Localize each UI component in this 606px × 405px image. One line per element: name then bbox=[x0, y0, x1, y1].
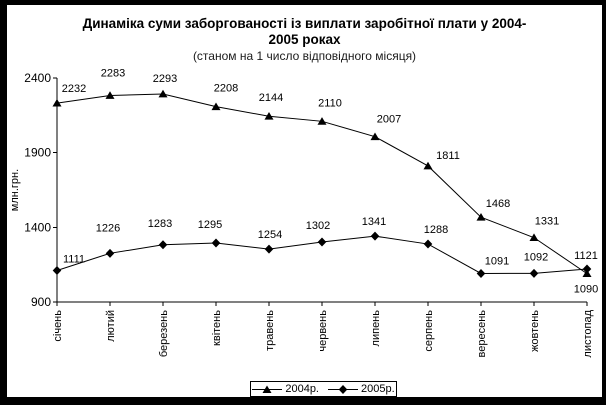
data-point-marker-triangle bbox=[211, 102, 221, 111]
data-point-marker-diamond bbox=[264, 244, 274, 254]
data-point-label: 1283 bbox=[148, 218, 172, 230]
data-point-marker-triangle bbox=[423, 161, 433, 170]
x-tick-label: вересень bbox=[476, 310, 488, 358]
x-tick-label: травень bbox=[264, 310, 276, 351]
data-point-label: 1302 bbox=[306, 220, 330, 232]
data-point-marker-triangle bbox=[264, 112, 274, 120]
legend-item-2004: 2004р. bbox=[252, 382, 319, 395]
x-tick-label: квітень bbox=[211, 310, 223, 346]
legend-item-2005: 2005р. bbox=[328, 382, 395, 395]
data-point-label: 1331 bbox=[535, 216, 559, 228]
data-point-label: 1092 bbox=[524, 251, 548, 263]
data-point-marker-diamond bbox=[582, 264, 592, 274]
y-tick-label: 2400 bbox=[24, 71, 51, 85]
chart-title: Динаміка суми заборгованості із виплати … bbox=[7, 16, 602, 48]
data-point-marker-diamond bbox=[105, 248, 115, 258]
chart-canvas: 2400 1900 1400 900 млн.грн. січень лютий березе… bbox=[9, 67, 598, 358]
legend-label-2004: 2004р. bbox=[285, 382, 319, 395]
y-tick-label: 1400 bbox=[24, 220, 51, 234]
triangle-marker-icon bbox=[252, 385, 283, 393]
data-point-label: 1111 bbox=[63, 253, 85, 265]
data-point-label: 1295 bbox=[198, 219, 222, 231]
y-tick-label: 900 bbox=[31, 295, 51, 309]
data-point-label: 2110 bbox=[318, 97, 342, 109]
x-tick-label: листопад bbox=[582, 309, 594, 357]
diamond-marker-icon bbox=[328, 384, 358, 394]
data-point-marker-diamond bbox=[317, 237, 327, 247]
x-tick-label: березень bbox=[158, 310, 170, 357]
chart-subtitle: (станом на 1 число відповідного місяця) bbox=[192, 49, 417, 63]
y-axis-title: млн.грн. bbox=[9, 169, 21, 211]
data-point-marker-diamond bbox=[423, 239, 433, 249]
chart-title-line1: Динаміка суми заборгованості із виплати … bbox=[82, 16, 527, 31]
chart-title-line2: 2005 роках bbox=[268, 32, 341, 47]
data-point-marker-diamond bbox=[476, 268, 486, 278]
x-tick-label: жовтень bbox=[529, 310, 541, 352]
y-tick-label: 1900 bbox=[24, 146, 51, 160]
data-point-marker-triangle bbox=[317, 117, 327, 125]
data-point-label: 1121 bbox=[574, 250, 598, 262]
data-point-label: 2144 bbox=[259, 92, 283, 104]
data-point-marker-triangle bbox=[529, 233, 539, 242]
x-tick-label: червень bbox=[317, 310, 329, 352]
axis-line bbox=[56, 78, 587, 303]
data-point-marker-triangle bbox=[105, 91, 115, 99]
data-point-label: 2283 bbox=[101, 67, 125, 79]
data-point-marker-triangle bbox=[158, 89, 168, 98]
x-tick-label: серпень bbox=[423, 310, 435, 352]
data-point-label: 1288 bbox=[424, 224, 448, 236]
data-point-marker-triangle bbox=[476, 212, 486, 221]
data-point-marker-diamond bbox=[211, 238, 221, 248]
data-point-marker-diamond bbox=[370, 231, 380, 241]
data-point-label: 1341 bbox=[362, 216, 386, 228]
data-point-label: 2208 bbox=[214, 83, 238, 95]
legend-label-2005: 2005р. bbox=[361, 382, 395, 395]
x-tick-label: січень bbox=[52, 310, 64, 342]
data-point-label: 2293 bbox=[153, 73, 177, 85]
data-point-marker-diamond bbox=[529, 268, 539, 278]
x-tick-label: лютий bbox=[105, 310, 117, 342]
data-point-marker-triangle bbox=[52, 98, 62, 107]
data-point-label: 1468 bbox=[486, 198, 510, 210]
data-point-marker-diamond bbox=[52, 265, 62, 275]
data-point-marker-diamond bbox=[158, 240, 168, 250]
data-point-marker-triangle bbox=[370, 132, 380, 141]
chart-title-block: Динаміка суми заборгованості із виплати … bbox=[7, 16, 602, 64]
data-point-label: 1090 bbox=[574, 284, 598, 296]
data-point-label: 1811 bbox=[436, 150, 460, 162]
data-point-label: 1226 bbox=[96, 222, 120, 234]
data-point-label: 1091 bbox=[485, 255, 509, 267]
data-point-label: 2232 bbox=[62, 83, 86, 95]
x-tick-label: липень bbox=[370, 310, 382, 347]
data-point-label: 2007 bbox=[377, 114, 401, 126]
data-point-label: 1254 bbox=[258, 229, 282, 241]
chart-legend: 2004р. 2005р. bbox=[250, 381, 397, 397]
